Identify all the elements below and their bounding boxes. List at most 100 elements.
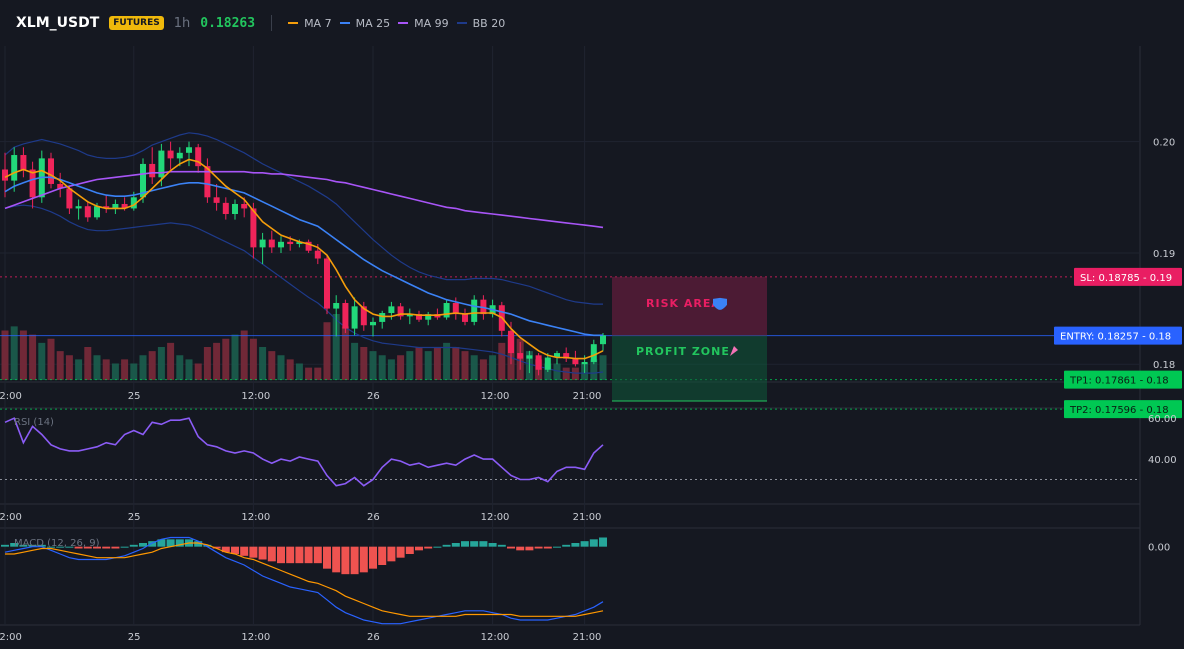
time-tick-label: 12:00 [0, 512, 22, 523]
time-tick-label: 12:00 [0, 391, 22, 402]
volume-bar [498, 342, 506, 380]
time-tick-label: 25 [128, 632, 141, 643]
volume-bar [268, 351, 276, 380]
candle-body [416, 314, 422, 320]
macd-histogram-bar [387, 546, 396, 562]
timeframe-label[interactable]: 1h [173, 15, 191, 31]
profit-zone[interactable] [612, 335, 767, 401]
time-tick-label: 12:00 [241, 391, 270, 402]
volume-bar [397, 355, 405, 380]
macd-histogram-bar [139, 543, 147, 547]
candle-body [443, 303, 450, 318]
legend-label: MA 99 [414, 16, 449, 30]
legend-item-ma-25[interactable]: MA 25 [339, 16, 391, 30]
macd-histogram-bar [120, 546, 129, 548]
price-tag-text: ENTRY: 0.18257 - 0.18 [1060, 332, 1171, 343]
candle-body [333, 303, 340, 309]
macd-histogram-bar [102, 546, 111, 549]
candle-body [84, 206, 91, 218]
price-tag-sl[interactable] [1074, 267, 1182, 286]
rsi-tick-label: 40.00 [1148, 455, 1177, 466]
macd-histogram-bar [19, 544, 28, 547]
candle-body [462, 314, 468, 322]
macd-histogram-bar [65, 546, 74, 548]
macd-histogram-bar [470, 541, 479, 547]
candle-body [388, 306, 395, 314]
candle-body [176, 152, 183, 159]
volume-bar [461, 351, 469, 380]
macd-histogram-bar [47, 546, 55, 548]
time-tick-label: 25 [128, 391, 141, 402]
macd-histogram-bar [212, 546, 221, 549]
volume-bar [351, 342, 359, 380]
macd-histogram-bar [277, 546, 285, 564]
legend-swatch [456, 22, 467, 24]
legend-item-ma-99[interactable]: MA 99 [398, 17, 449, 30]
candle-body [508, 330, 514, 354]
volume-bar [222, 338, 230, 380]
macd-histogram-bar [442, 544, 451, 547]
macd-histogram-bar [313, 546, 322, 564]
time-tick-label: 12:00 [481, 391, 510, 402]
volume-bar [295, 363, 303, 380]
candle-body [140, 163, 146, 198]
time-tick-label: 26 [367, 512, 380, 523]
volume-bar [56, 351, 64, 380]
macd-histogram-bar [175, 539, 184, 547]
price-tag-entry[interactable] [1054, 326, 1182, 345]
volume-bar [231, 334, 239, 380]
candle-body [314, 250, 321, 259]
legend-label: MA 25 [355, 16, 391, 30]
volume-bar [185, 359, 193, 380]
rsi-title: RSI (14) [14, 417, 54, 428]
candle-body [296, 241, 303, 245]
candle-body [397, 306, 404, 317]
candle-body [517, 353, 524, 359]
macd-histogram-bar [166, 539, 175, 547]
volume-bar [323, 322, 331, 380]
volume-bar [148, 351, 156, 380]
volume-bar [452, 347, 460, 380]
candle-body [222, 202, 229, 214]
volume-bar [470, 355, 478, 380]
macd-histogram-bar [111, 546, 120, 549]
volume-bar [553, 363, 561, 380]
macd-histogram-bar [599, 537, 607, 547]
volume-bar [38, 342, 46, 380]
volume-bar [332, 314, 340, 380]
macd-histogram-bar [589, 539, 598, 547]
chart-header: XLM_USDT FUTURES 1h 0.18263 MA 7 MA 25 MA … [0, 0, 1184, 46]
volume-bar [139, 355, 147, 380]
macd-histogram-bar [341, 546, 350, 575]
candle-body [324, 258, 330, 309]
candle-body [554, 353, 560, 358]
volume-bar [590, 359, 598, 380]
price-tag-tp2[interactable] [1064, 400, 1182, 419]
legend-item-bb-20[interactable]: BB 20 [456, 17, 505, 30]
symbol-name[interactable]: XLM_USDT [16, 15, 100, 31]
legend-swatch [398, 22, 409, 24]
risk-zone[interactable] [612, 276, 767, 336]
rocket-icon [730, 346, 738, 356]
macd-histogram-bar [497, 544, 506, 547]
candle-body [103, 206, 110, 209]
volume-bar [19, 330, 27, 380]
candle-body [452, 303, 459, 315]
macd-histogram-bar [525, 546, 534, 551]
price-tag-text: SL: 0.18785 - 0.19 [1080, 273, 1172, 284]
price-tag-tp1[interactable] [1064, 370, 1182, 389]
candle-body [563, 353, 570, 359]
volume-bar [378, 355, 386, 380]
macd-histogram-bar [129, 544, 138, 547]
futures-badge: FUTURES [109, 16, 164, 30]
macd-histogram-bar [74, 546, 83, 549]
candle-body [158, 150, 165, 178]
legend-item-ma-7[interactable]: MA 7 [288, 17, 332, 30]
macd-histogram-bar [562, 544, 571, 547]
macd-line [4, 536, 604, 625]
time-tick-label: 12:00 [481, 632, 510, 643]
candle-body [167, 150, 174, 159]
price-tick-label: 0.18 [1153, 360, 1175, 371]
macd-histogram-bar [405, 546, 414, 554]
